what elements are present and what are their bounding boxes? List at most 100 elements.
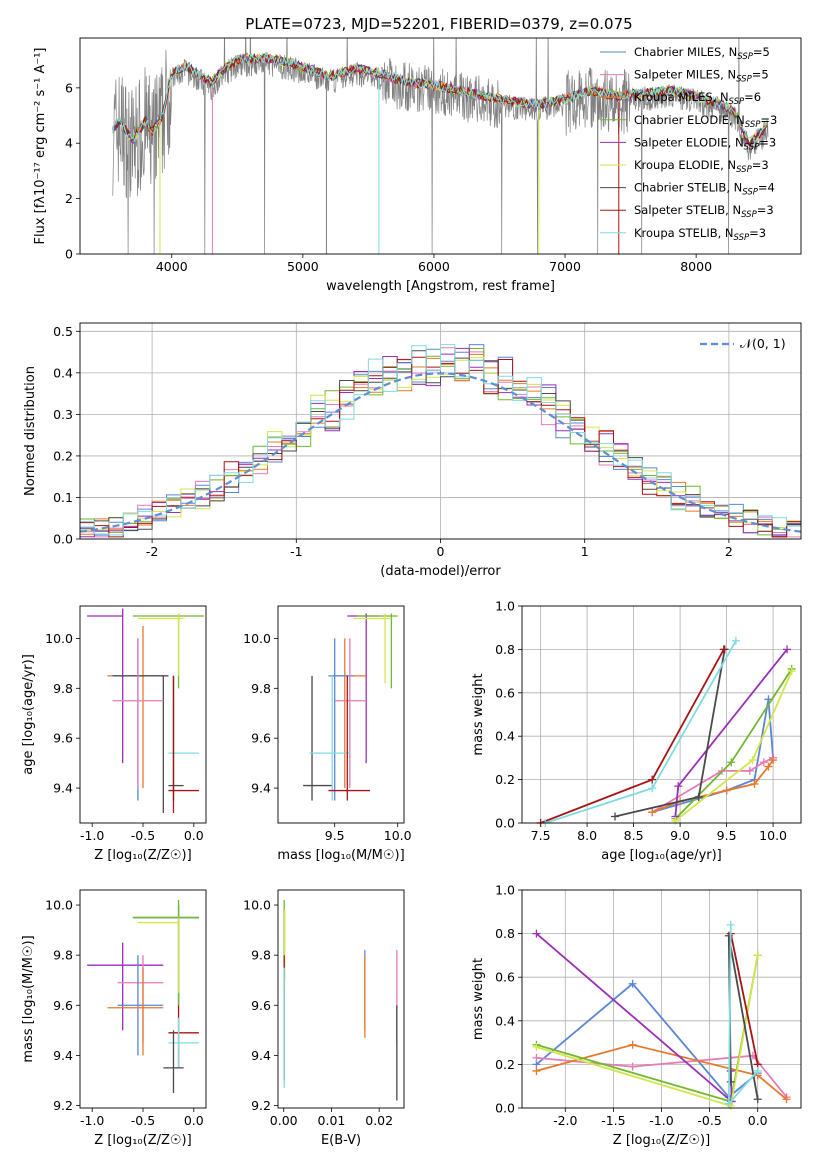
mass-weight-point — [769, 756, 778, 765]
legend-entry: Salpeter ELODIE, NSSP=3 — [634, 135, 776, 152]
legend-entry: Chabrier ELODIE, NSSP=3 — [634, 113, 777, 130]
legend-sub: SSP — [741, 210, 757, 220]
x-tick-label: -1.5 — [601, 1113, 625, 1128]
mass-weight-point — [648, 775, 657, 784]
mass-weight-point — [748, 756, 757, 765]
y-tick-label: 1.0 — [495, 599, 515, 614]
mass-weight-point — [787, 667, 796, 676]
mass-weight-point — [764, 762, 773, 771]
y-tick-label: 9.8 — [251, 681, 271, 696]
y-tick-label: 0.5 — [53, 324, 73, 339]
x-tick-label: 7000 — [549, 259, 581, 274]
legend-tail: =3 — [757, 203, 774, 217]
legend-tail: =3 — [752, 158, 769, 172]
y-tick-label: 4 — [65, 136, 73, 151]
legend-label: Kroupa STELIB, N — [634, 226, 734, 240]
x-tick-label: -1 — [290, 544, 302, 559]
mass-weight-point — [753, 1095, 762, 1104]
mass-weight-series-line — [674, 668, 793, 820]
legend-entry: Kroupa STELIB, NSSP=3 — [634, 226, 766, 243]
mass-weight-point — [726, 920, 735, 929]
legend-sub: SSP — [736, 165, 752, 175]
y-tick-label: 0.1 — [53, 490, 73, 505]
mass-weight-point — [611, 812, 619, 821]
y-tick-label: 9.8 — [53, 681, 73, 696]
axes-weight-Z: -2.0 -1.5 -1.0 -0.5 0.0 0.0 0.2 0.4 0.6 0.8 1.0 Z [… — [471, 883, 802, 1148]
y-tick-label: 9.6 — [251, 731, 271, 746]
axes-mass-ebv: 0.00 0.01 0.02 9.2 9.4 9.6 9.8 10.0 E(B-V) — [243, 889, 405, 1148]
x-tick-label: 6000 — [418, 259, 450, 274]
mass-weight-point — [694, 792, 703, 801]
axes-age-Z: -1.0 -0.5 0.0 9.4 9.6 9.8 10.0 Z [log₁₀(Z/Z☉)] a… — [21, 605, 207, 863]
mass-weight-point — [750, 779, 759, 788]
mass-weight-point — [532, 1042, 541, 1051]
legend-label: Salpeter MILES, N — [634, 68, 736, 82]
legend-label: Chabrier STELIB, N — [634, 181, 742, 195]
axes-frame — [277, 889, 405, 1109]
x-axis-label: Z [log₁₀(Z/Z☉)] — [94, 848, 191, 863]
x-tick-label: 0.0 — [748, 1113, 768, 1128]
y-tick-label: 0.8 — [495, 642, 515, 657]
axes-frame — [79, 605, 207, 824]
x-tick-label: 0.00 — [270, 1113, 298, 1128]
legend-tail: =3 — [760, 113, 777, 127]
mass-weight-point — [628, 979, 637, 988]
y-axis-label: Flux [fλ10⁻¹⁷ erg cm⁻² s⁻¹ A⁻¹] — [33, 48, 48, 245]
y-tick-label: 9.8 — [251, 948, 271, 963]
x-tick-label: -0.5 — [697, 1113, 721, 1128]
mass-weight-point — [731, 636, 740, 645]
x-tick-label: 2 — [725, 544, 733, 559]
mass-weight-series-line — [729, 933, 759, 1065]
legend-sub: SSP — [742, 188, 758, 198]
y-tick-label: 0.4 — [495, 1013, 515, 1028]
axes-age-mass: 9.5 10.0 9.4 9.6 9.8 10.0 mass [log₁₀(M/M☉)] — [243, 605, 412, 863]
mass-weight-point — [722, 786, 731, 795]
legend-label: Salpeter ELODIE, N — [634, 135, 744, 149]
y-tick-label: 1.0 — [495, 883, 515, 898]
y-tick-label: 10.0 — [243, 898, 271, 913]
x-tick-label: 8.5 — [624, 828, 644, 843]
legend-tail: =3 — [749, 226, 766, 240]
y-tick-label: 0.0 — [495, 816, 515, 831]
y-axis-label: age [log₁₀(age/yr)] — [21, 654, 36, 775]
mass-weight-point — [745, 766, 754, 775]
legend-entry: 𝒩(0, 1) — [740, 336, 786, 351]
legend-sub: SSP — [736, 75, 752, 85]
legend-sub: SSP — [737, 52, 753, 62]
y-tick-label: 9.6 — [251, 998, 271, 1013]
y-axis-label: mass weight — [471, 673, 486, 755]
axes-weight-age: 7.5 8.0 8.5 9.0 9.5 10.0 0.0 0.2 0.4 0.6 0.8 1.0 age… — [471, 599, 802, 863]
mass-weight-point — [726, 1077, 735, 1086]
y-tick-label: 0.6 — [495, 970, 515, 985]
y-axis-label: mass [log₁₀(M/M☉)] — [21, 935, 36, 1062]
x-tick-label: -2.0 — [553, 1113, 577, 1128]
y-tick-label: 9.6 — [53, 998, 73, 1013]
y-tick-label: 9.2 — [251, 1098, 271, 1113]
x-tick-label: 0.02 — [365, 1113, 393, 1128]
mass-weight-point — [719, 645, 728, 654]
y-tick-label: 9.4 — [53, 1048, 73, 1063]
y-tick-label: 9.6 — [53, 731, 73, 746]
axes-frame — [277, 605, 405, 824]
gaussian-reference-line — [79, 372, 802, 533]
x-axis-label: Z [log₁₀(Z/Z☉)] — [94, 1133, 191, 1148]
legend-tail: =5 — [753, 45, 770, 59]
axes-frame — [79, 889, 207, 1109]
y-tick-label: 0.2 — [495, 772, 515, 787]
axes-frame — [521, 889, 802, 1109]
x-tick-label: -1.0 — [80, 828, 104, 843]
y-tick-label: 9.4 — [53, 781, 73, 796]
y-tick-label: 0.4 — [53, 365, 73, 380]
y-tick-label: 0.0 — [495, 1101, 515, 1116]
legend-sub: SSP — [745, 120, 761, 130]
mass-weight-point — [532, 929, 541, 938]
mass-weight-point — [753, 1066, 762, 1075]
x-tick-label: 0.01 — [318, 1113, 346, 1128]
axes-spectrum: 4000 5000 6000 7000 8000 0 2 4 6 wavelength [Angs… — [33, 37, 802, 294]
y-tick-label: 0.2 — [495, 1057, 515, 1072]
x-tick-label: 9.0 — [670, 828, 690, 843]
x-axis-label: wavelength [Angstrom, rest frame] — [326, 279, 555, 294]
x-axis-label: mass [log₁₀(M/M☉)] — [277, 848, 404, 863]
y-tick-label: 0.8 — [495, 926, 515, 941]
